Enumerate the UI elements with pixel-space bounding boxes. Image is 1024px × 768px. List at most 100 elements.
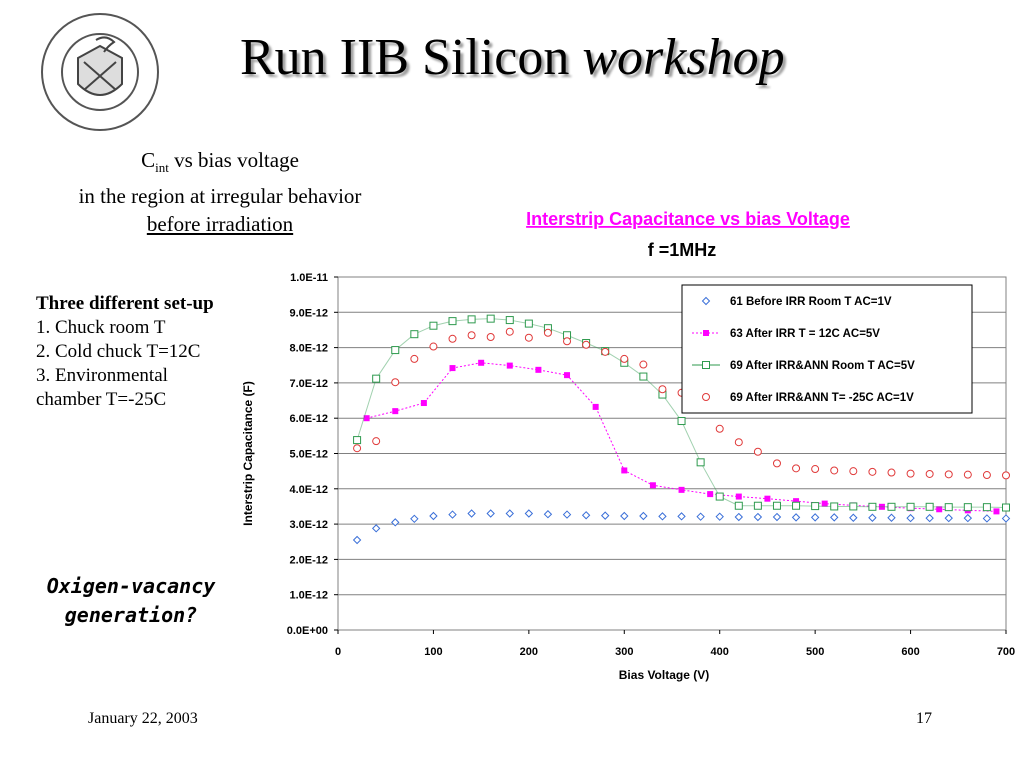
data-point bbox=[830, 466, 839, 475]
data-point bbox=[486, 333, 495, 342]
chart-subtitle: f =1MHz bbox=[648, 240, 717, 260]
data-point bbox=[506, 362, 513, 369]
data-point bbox=[429, 511, 438, 521]
legend-entry: 61 Before IRR Room T AC=1V bbox=[730, 296, 892, 308]
y-tick-label: 0.0E+00 bbox=[287, 625, 328, 637]
data-point bbox=[982, 471, 991, 480]
legend-entry: 69 After IRR&ANN T= -25C AC=1V bbox=[730, 392, 914, 404]
data-point bbox=[830, 502, 839, 511]
data-point bbox=[392, 408, 399, 415]
data-point bbox=[467, 331, 476, 340]
subtitle-line-1: Cint vs bias voltage bbox=[141, 148, 299, 176]
legend-marker bbox=[703, 330, 709, 336]
data-point bbox=[707, 491, 714, 498]
data-point bbox=[600, 511, 610, 520]
data-point bbox=[753, 512, 763, 522]
data-point bbox=[410, 354, 419, 363]
x-axis-label: Bias Voltage (V) bbox=[619, 668, 709, 682]
data-point bbox=[410, 514, 419, 524]
data-point bbox=[936, 506, 943, 513]
setup-item: 1. Chuck room T bbox=[36, 317, 166, 338]
data-point bbox=[639, 360, 648, 369]
data-point bbox=[486, 509, 495, 518]
data-point bbox=[639, 511, 648, 521]
legend-entry: 63 After IRR T = 12C AC=5V bbox=[730, 328, 880, 340]
y-tick-label: 4.0E-12 bbox=[289, 484, 328, 496]
data-point bbox=[792, 464, 801, 473]
data-point bbox=[448, 334, 457, 343]
data-point bbox=[524, 509, 534, 518]
data-point bbox=[906, 513, 915, 523]
data-point bbox=[478, 359, 485, 366]
data-point bbox=[963, 513, 973, 523]
data-point bbox=[352, 535, 362, 545]
data-point bbox=[535, 366, 542, 373]
data-point bbox=[592, 403, 599, 410]
data-point bbox=[772, 512, 782, 522]
data-point bbox=[582, 340, 591, 349]
data-point bbox=[543, 328, 552, 337]
data-point bbox=[772, 459, 781, 468]
data-point bbox=[1001, 514, 1011, 523]
data-point bbox=[906, 469, 915, 478]
data-point bbox=[620, 511, 629, 521]
data-point bbox=[715, 512, 724, 521]
x-tick-label: 600 bbox=[901, 646, 919, 658]
x-tick-label: 0 bbox=[335, 646, 341, 658]
data-point bbox=[391, 378, 400, 387]
y-tick-label: 6.0E-12 bbox=[289, 413, 328, 425]
data-point bbox=[371, 524, 381, 533]
data-point bbox=[811, 502, 820, 511]
x-tick-label: 700 bbox=[997, 646, 1015, 658]
data-point bbox=[658, 512, 667, 521]
y-tick-label: 8.0E-12 bbox=[289, 343, 328, 355]
data-point bbox=[734, 438, 743, 447]
data-point bbox=[601, 347, 610, 356]
x-tick-label: 500 bbox=[806, 646, 824, 658]
legend-marker bbox=[702, 361, 710, 369]
data-point bbox=[944, 470, 953, 479]
data-point bbox=[810, 513, 820, 522]
data-point bbox=[830, 513, 839, 522]
data-point bbox=[735, 493, 742, 500]
data-point bbox=[639, 372, 648, 381]
x-tick-label: 200 bbox=[520, 646, 538, 658]
legend-marker bbox=[701, 296, 711, 306]
data-point bbox=[467, 509, 476, 518]
data-point bbox=[505, 327, 514, 336]
data-point bbox=[868, 502, 877, 511]
data-point bbox=[963, 470, 972, 479]
question-line-1: Oxigen-vacancy bbox=[46, 574, 216, 598]
data-point bbox=[868, 513, 877, 522]
data-point bbox=[696, 458, 705, 467]
data-point bbox=[448, 510, 457, 519]
data-point bbox=[982, 514, 992, 523]
question-text: Oxigen-vacancy generation? bbox=[20, 572, 242, 630]
y-tick-label: 3.0E-12 bbox=[289, 519, 328, 531]
data-point bbox=[887, 468, 896, 477]
data-point bbox=[868, 467, 877, 476]
data-point bbox=[849, 502, 858, 511]
data-point bbox=[753, 447, 762, 456]
x-tick-label: 100 bbox=[424, 646, 442, 658]
data-point bbox=[429, 321, 438, 330]
y-tick-label: 7.0E-12 bbox=[289, 378, 328, 390]
data-point bbox=[906, 502, 915, 511]
data-point bbox=[734, 512, 744, 522]
chart-title: Interstrip Capacitance vs bias Voltage bbox=[526, 209, 850, 229]
data-point bbox=[849, 513, 858, 522]
data-point bbox=[925, 469, 934, 478]
data-point bbox=[658, 385, 667, 394]
data-point bbox=[563, 337, 572, 346]
data-point bbox=[696, 512, 705, 521]
data-point bbox=[524, 319, 533, 328]
y-tick-label: 2.0E-12 bbox=[289, 554, 328, 566]
setup-list: Three different set-up 1. Chuck room T 2… bbox=[36, 292, 266, 412]
data-point bbox=[524, 333, 533, 342]
data-point bbox=[993, 508, 1000, 515]
data-point bbox=[849, 467, 858, 476]
data-point bbox=[372, 437, 381, 446]
data-point bbox=[649, 482, 656, 489]
y-tick-label: 5.0E-12 bbox=[289, 449, 328, 461]
